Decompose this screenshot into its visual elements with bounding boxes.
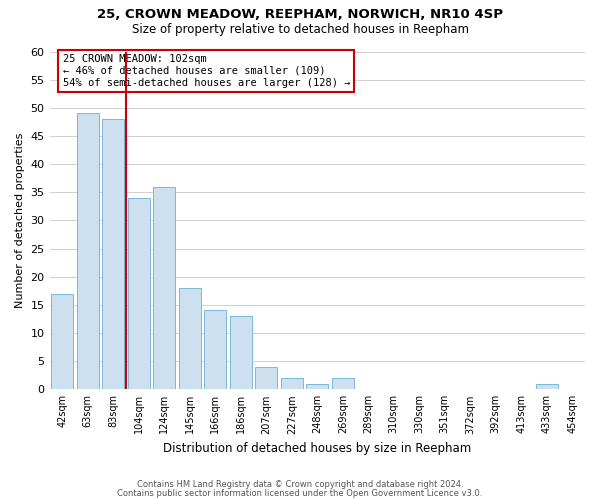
Bar: [256, 367, 277, 390]
Bar: [103, 119, 124, 390]
Bar: [77, 114, 98, 390]
Bar: [154, 186, 175, 390]
Bar: [52, 294, 73, 390]
Text: Contains public sector information licensed under the Open Government Licence v3: Contains public sector information licen…: [118, 490, 482, 498]
Text: 25 CROWN MEADOW: 102sqm
← 46% of detached houses are smaller (109)
54% of semi-d: 25 CROWN MEADOW: 102sqm ← 46% of detache…: [62, 54, 350, 88]
Y-axis label: Number of detached properties: Number of detached properties: [15, 132, 25, 308]
Text: Size of property relative to detached houses in Reepham: Size of property relative to detached ho…: [131, 22, 469, 36]
Bar: [332, 378, 353, 390]
Bar: [179, 288, 200, 390]
Text: 25, CROWN MEADOW, REEPHAM, NORWICH, NR10 4SP: 25, CROWN MEADOW, REEPHAM, NORWICH, NR10…: [97, 8, 503, 20]
X-axis label: Distribution of detached houses by size in Reepham: Distribution of detached houses by size …: [163, 442, 472, 455]
Text: Contains HM Land Registry data © Crown copyright and database right 2024.: Contains HM Land Registry data © Crown c…: [137, 480, 463, 489]
Bar: [281, 378, 302, 390]
Bar: [230, 316, 251, 390]
Bar: [307, 384, 328, 390]
Bar: [205, 310, 226, 390]
Bar: [536, 384, 557, 390]
Bar: [128, 198, 149, 390]
